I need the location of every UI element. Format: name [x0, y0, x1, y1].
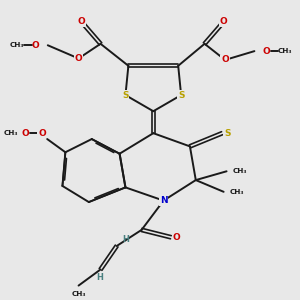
Text: O: O: [263, 46, 271, 56]
Text: CH₃: CH₃: [230, 189, 244, 195]
Text: CH₃: CH₃: [72, 291, 86, 297]
Text: O: O: [78, 17, 86, 26]
Text: N: N: [160, 196, 167, 205]
Text: CH₃: CH₃: [232, 168, 247, 174]
Text: S: S: [178, 91, 184, 100]
Text: O: O: [220, 17, 227, 26]
Text: CH₃: CH₃: [4, 130, 18, 136]
Text: O: O: [22, 129, 30, 138]
Text: H: H: [97, 273, 104, 282]
Text: O: O: [75, 54, 83, 63]
Text: S: S: [122, 91, 129, 100]
Text: O: O: [221, 56, 229, 64]
Text: S: S: [224, 129, 231, 138]
Text: CH₃: CH₃: [10, 42, 24, 48]
Text: O: O: [172, 233, 180, 242]
Text: O: O: [38, 129, 46, 138]
Text: CH₃: CH₃: [278, 48, 292, 54]
Text: H: H: [122, 235, 129, 244]
Text: O: O: [32, 41, 39, 50]
